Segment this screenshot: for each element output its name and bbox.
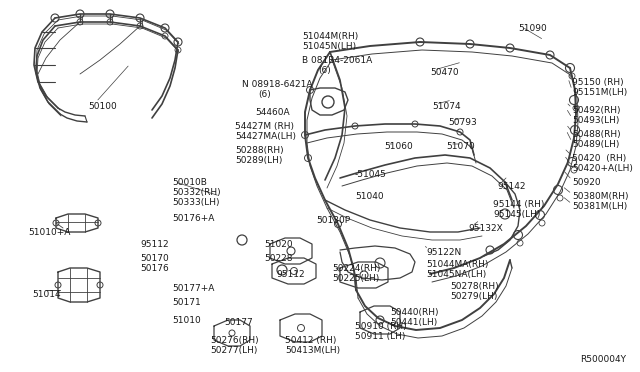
Text: 50381M(LH): 50381M(LH) xyxy=(572,202,627,211)
Text: 51044MA(RH): 51044MA(RH) xyxy=(426,260,488,269)
Text: 51060: 51060 xyxy=(384,142,413,151)
Text: 51040: 51040 xyxy=(355,192,383,201)
Text: 95142: 95142 xyxy=(497,182,525,191)
Text: 95112: 95112 xyxy=(140,240,168,249)
Text: 51044M(RH): 51044M(RH) xyxy=(302,32,358,41)
Text: 51090: 51090 xyxy=(518,24,547,33)
Text: 50420  (RH): 50420 (RH) xyxy=(572,154,627,163)
Text: 50010B: 50010B xyxy=(172,178,207,187)
Text: 51010: 51010 xyxy=(172,316,201,325)
Text: 51070: 51070 xyxy=(446,142,475,151)
Text: 50224(RH): 50224(RH) xyxy=(332,264,380,273)
Text: 50910 (RH): 50910 (RH) xyxy=(355,322,406,331)
Text: (6): (6) xyxy=(258,90,271,99)
Text: B 081B4-2061A: B 081B4-2061A xyxy=(302,56,372,65)
Text: 50333(LH): 50333(LH) xyxy=(172,198,220,207)
Text: 50441(LH): 50441(LH) xyxy=(390,318,437,327)
Text: 50470: 50470 xyxy=(430,68,459,77)
Text: 50420+A(LH): 50420+A(LH) xyxy=(572,164,633,173)
Text: 50492(RH): 50492(RH) xyxy=(572,106,621,115)
Text: 50289(LH): 50289(LH) xyxy=(235,156,282,165)
Text: 50176: 50176 xyxy=(140,264,169,273)
Text: 51010+A: 51010+A xyxy=(28,228,70,237)
Text: 51045NA(LH): 51045NA(LH) xyxy=(426,270,486,279)
Text: N 08918-6421A: N 08918-6421A xyxy=(242,80,312,89)
Text: 50228: 50228 xyxy=(264,254,292,263)
Text: 51045N(LH): 51045N(LH) xyxy=(302,42,356,51)
Text: 50279(LH): 50279(LH) xyxy=(450,292,497,301)
Text: 50170: 50170 xyxy=(140,254,169,263)
Text: 50920: 50920 xyxy=(572,178,600,187)
Text: 50171: 50171 xyxy=(172,298,201,307)
Text: 54427M (RH): 54427M (RH) xyxy=(235,122,294,131)
Text: 95132X: 95132X xyxy=(468,224,503,233)
Text: 50412 (RH): 50412 (RH) xyxy=(285,336,337,345)
Text: 50489(LH): 50489(LH) xyxy=(572,140,620,149)
Text: 51074: 51074 xyxy=(432,102,461,111)
Text: 50332(RH): 50332(RH) xyxy=(172,188,221,197)
Text: 50288(RH): 50288(RH) xyxy=(235,146,284,155)
Text: 95151M(LH): 95151M(LH) xyxy=(572,88,627,97)
Text: 95150 (RH): 95150 (RH) xyxy=(572,78,623,87)
Text: 95144 (RH): 95144 (RH) xyxy=(493,200,545,209)
Text: 50225(LH): 50225(LH) xyxy=(332,274,380,283)
Text: 50493(LH): 50493(LH) xyxy=(572,116,620,125)
Text: 50488(RH): 50488(RH) xyxy=(572,130,621,139)
Text: 50413M(LH): 50413M(LH) xyxy=(285,346,340,355)
Text: 50277(LH): 50277(LH) xyxy=(210,346,257,355)
Text: 54460A: 54460A xyxy=(255,108,290,117)
Text: 50176+A: 50176+A xyxy=(172,214,214,223)
Text: 50793: 50793 xyxy=(448,118,477,127)
Text: 50278(RH): 50278(RH) xyxy=(450,282,499,291)
Text: 51014: 51014 xyxy=(32,290,61,299)
Text: (6): (6) xyxy=(318,66,331,75)
Text: 50177+A: 50177+A xyxy=(172,284,214,293)
Text: -51045: -51045 xyxy=(355,170,387,179)
Text: 50380M(RH): 50380M(RH) xyxy=(572,192,628,201)
Text: 95145(LH): 95145(LH) xyxy=(493,210,540,219)
Text: 54427MA(LH): 54427MA(LH) xyxy=(235,132,296,141)
Text: 95122N: 95122N xyxy=(426,248,461,257)
Text: 50911 (LH): 50911 (LH) xyxy=(355,332,405,341)
Text: 51020: 51020 xyxy=(264,240,292,249)
Text: 50100: 50100 xyxy=(88,102,116,111)
Text: 50130P: 50130P xyxy=(316,216,350,225)
Text: 50440(RH): 50440(RH) xyxy=(390,308,438,317)
Text: 50177: 50177 xyxy=(224,318,253,327)
Text: 95112: 95112 xyxy=(276,270,305,279)
Text: R500004Y: R500004Y xyxy=(580,355,626,364)
Text: 50276(RH): 50276(RH) xyxy=(210,336,259,345)
